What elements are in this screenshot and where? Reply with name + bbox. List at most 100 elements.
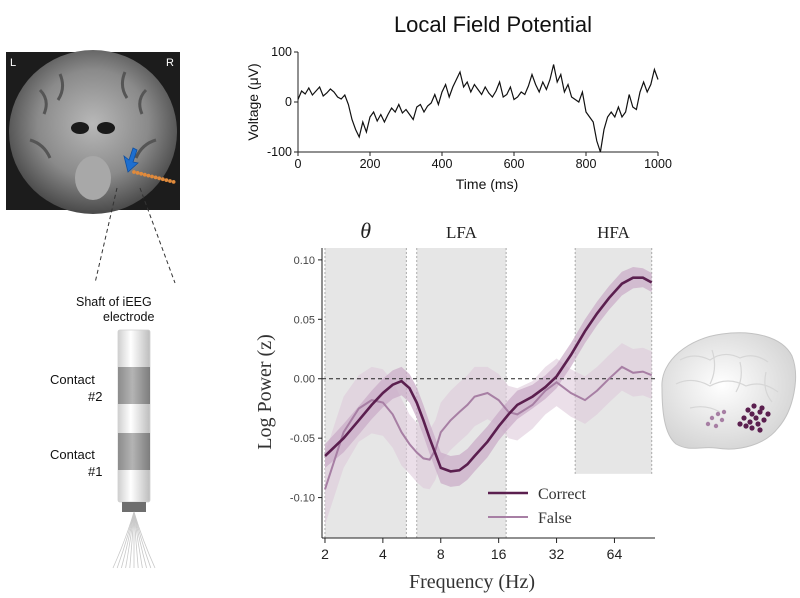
- mri-contact-dot: [135, 171, 140, 175]
- contact1-label-line2: #1: [88, 464, 102, 479]
- mri-contact-dot: [146, 173, 151, 178]
- lfp-x-axis-label: Time (ms): [456, 176, 518, 192]
- mri-panel: L R: [6, 50, 180, 214]
- glass-brain-correct-site: [749, 425, 755, 431]
- electrode-wire: [125, 511, 135, 569]
- lfp-y-tick-label: -100: [267, 145, 292, 159]
- band-label: HFA: [597, 223, 630, 242]
- glass-brain-correct-site: [765, 411, 771, 417]
- legend-correct-label: Correct: [538, 486, 587, 503]
- glass-brain-electrodes: [705, 403, 771, 433]
- power-y-tick-label: 0.05: [294, 314, 315, 326]
- mri-ventricle-left: [71, 122, 89, 134]
- glass-brain-correct-site: [759, 405, 765, 411]
- connector-line-left: [94, 187, 118, 284]
- glass-brain-false-site: [721, 409, 727, 415]
- glass-brain-false-site: [713, 423, 719, 429]
- band-label: θ: [360, 218, 371, 243]
- glass-brain-correct-site: [753, 415, 759, 421]
- electrode-contact-2: [118, 367, 150, 404]
- power-x-tick-label: 32: [549, 546, 565, 562]
- mri-ventricle-right: [97, 122, 115, 134]
- mri-contact-dot: [168, 179, 172, 183]
- mri-sulci: [29, 71, 157, 159]
- lfp-y-tick-label: 100: [271, 45, 292, 59]
- power-y-tick-label: -0.05: [290, 433, 315, 445]
- power-x-tick-label: 64: [607, 546, 623, 562]
- glass-brain-correct-site: [743, 423, 749, 429]
- electrode-shaft: [117, 329, 151, 503]
- glass-brain-folds: [675, 349, 779, 413]
- band-label: LFA: [446, 223, 478, 242]
- electrode-wires: [112, 511, 156, 569]
- glass-brain-correct-site: [745, 407, 751, 413]
- lfp-x-tick-label: 0: [295, 157, 302, 171]
- shaft-label-line2: electrode: [103, 310, 154, 324]
- series-false-ci-band: [325, 343, 652, 525]
- power-x-tick-label: 16: [491, 546, 507, 562]
- power-ticks: 2 4 8 16 32 64 0.10 0.05 0.00 -0.05 -0.10: [290, 255, 623, 562]
- glass-brain-false-site: [719, 417, 725, 423]
- contact1-label-line1: Contact: [50, 447, 95, 462]
- glass-brain-correct-site: [749, 411, 755, 417]
- glass-brain-correct-site: [751, 403, 757, 409]
- glass-brain-false-site: [709, 415, 715, 421]
- series-correct-ci-band: [325, 267, 652, 487]
- legend-false-label: False: [538, 510, 572, 527]
- power-chart: θ LFA HFA 2 4 8 16 32 640.100.050.00-0.05-0.10 …: [254, 218, 655, 593]
- lfp-x-tick-label: 600: [504, 157, 525, 171]
- electrode-contact-1: [118, 433, 150, 470]
- glass-brain-correct-site: [737, 421, 743, 427]
- power-x-tick-label: 8: [437, 546, 445, 562]
- mri-right-label: R: [166, 57, 174, 69]
- mri-contact-dot: [150, 174, 154, 179]
- series-false-line: [324, 365, 653, 490]
- mri-contact-dot: [157, 176, 162, 181]
- power-x-tick-label: 4: [379, 546, 387, 562]
- mri-contact-dot: [160, 177, 165, 182]
- glass-brain-correct-site: [741, 415, 747, 421]
- lfp-x-tick-label: 400: [432, 157, 453, 171]
- power-y-axis-label: Log Power (z): [254, 334, 276, 450]
- mri-contact-dot: [153, 175, 158, 180]
- power-x-axis-label: Frequency (Hz): [409, 571, 535, 593]
- lfp-chart: Local Field Potential 0 200 400 600 800 10001…: [245, 12, 672, 192]
- shaft-label-line1: Shaft of iEEG: [76, 295, 152, 309]
- power-x-tick-label: 2: [321, 546, 329, 562]
- lfp-title: Local Field Potential: [394, 12, 592, 37]
- glass-brain-correct-site: [755, 421, 761, 427]
- glass-brain-false-site: [715, 411, 721, 417]
- mri-contact-dot: [139, 171, 144, 176]
- mri-brainstem: [75, 156, 111, 200]
- blue-arrow-icon: [123, 147, 139, 173]
- mri-contact-dot: [164, 178, 169, 183]
- glass-brain-correct-site: [757, 427, 763, 433]
- electrode-contacts-overlay: [132, 170, 176, 184]
- series-correct-line: [324, 276, 653, 473]
- mri-left-label: L: [10, 57, 16, 69]
- glass-brain: [661, 332, 796, 450]
- lfp-x-tick-label: 200: [360, 157, 381, 171]
- electrode-illustration: Shaft of iEEG electrode Contact #2 Conta…: [50, 295, 156, 569]
- lfp-series-line: [297, 64, 659, 153]
- mri-contact-dot: [132, 170, 136, 174]
- glass-brain-correct-site: [761, 417, 767, 423]
- contact2-label-line1: Contact: [50, 372, 95, 387]
- mri-contact-dot: [142, 172, 147, 177]
- glass-brain-false-site: [705, 421, 711, 427]
- electrode-wire: [133, 511, 156, 569]
- power-y-tick-label: 0.10: [294, 255, 315, 267]
- glass-brain-correct-site: [747, 419, 753, 425]
- contact2-label-line2: #2: [88, 389, 102, 404]
- lfp-y-axis-label: Voltage (μV): [245, 63, 261, 140]
- glass-brain-correct-site: [757, 409, 763, 415]
- power-y-tick-label: 0.00: [294, 374, 315, 386]
- electrode-tip: [122, 502, 146, 512]
- legend: Correct False: [488, 486, 587, 527]
- power-y-tick-label: -0.10: [290, 493, 315, 505]
- lfp-y-tick-label: 0: [285, 95, 292, 109]
- lfp-x-tick-label: 1000: [644, 157, 672, 171]
- lfp-x-tick-label: 800: [576, 157, 597, 171]
